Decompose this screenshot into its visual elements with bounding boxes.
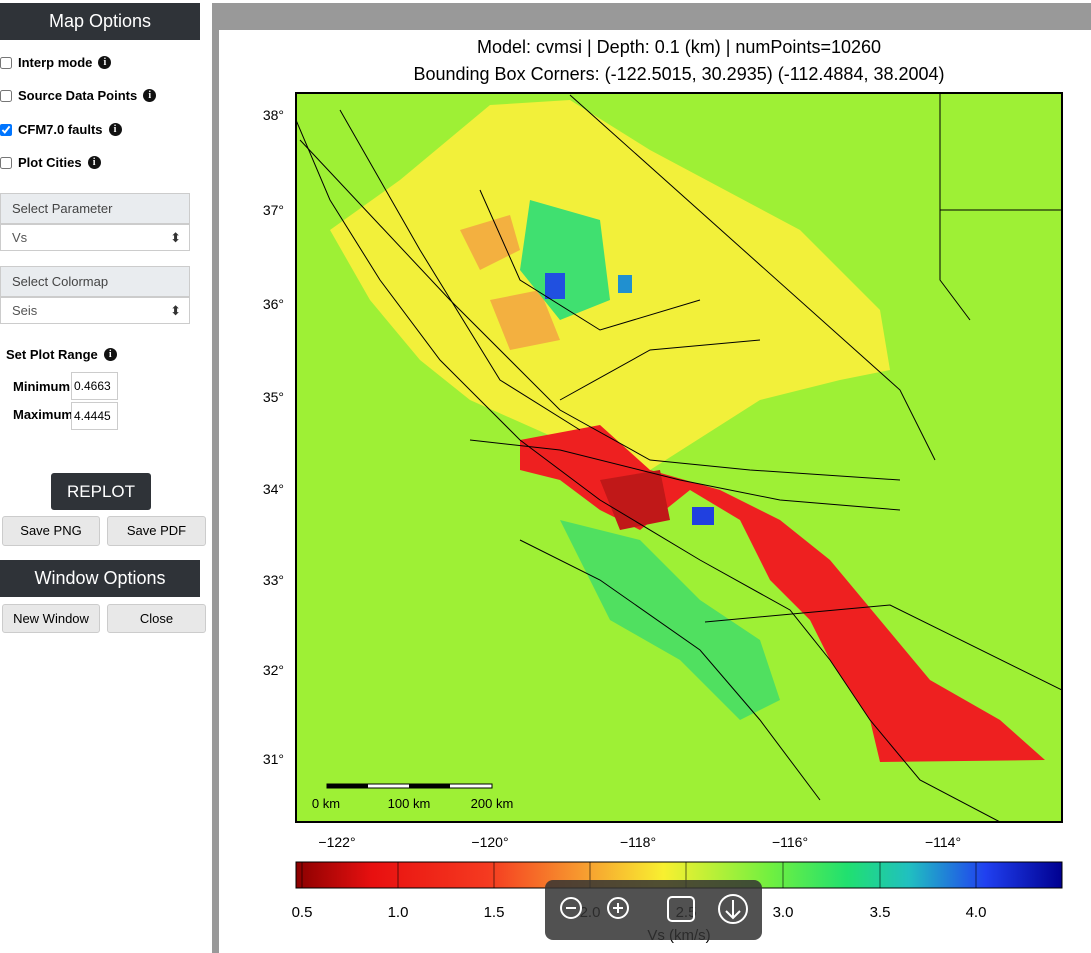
checkbox-row: Interp mode i bbox=[0, 55, 112, 70]
checkbox-row: Source Data Points i bbox=[0, 88, 157, 103]
y-tick-label: 36° bbox=[263, 296, 284, 312]
map-lines bbox=[296, 93, 1062, 822]
colorbar-tick-label: 3.5 bbox=[870, 904, 891, 921]
minimum-label: Minimum bbox=[13, 379, 71, 394]
select-label: Select Parameter bbox=[0, 193, 190, 224]
checkbox-row: CFM7.0 faults i bbox=[0, 122, 122, 137]
checkbox-label: CFM7.0 faults bbox=[18, 122, 103, 137]
y-tick-label: 33° bbox=[263, 572, 284, 588]
select-label: Select Colormap bbox=[0, 266, 190, 297]
checkbox-row: Plot Cities i bbox=[0, 155, 101, 170]
x-tick-label: −122° bbox=[318, 834, 355, 850]
x-tick-label: −114° bbox=[925, 834, 961, 850]
colorbar-tick-label: 0.5 bbox=[292, 904, 313, 921]
map-region bbox=[618, 275, 632, 293]
map-frame bbox=[295, 92, 1063, 823]
x-tick-label: −118° bbox=[620, 834, 656, 850]
y-tick-label: 32° bbox=[263, 662, 284, 678]
colorbar-tick-label: 4.0 bbox=[966, 904, 987, 921]
toolbar bbox=[545, 880, 762, 940]
new-window-button[interactable]: New Window bbox=[2, 604, 100, 633]
scale-label: 100 km bbox=[388, 796, 431, 811]
map-region bbox=[460, 215, 520, 270]
colorbar-tick-label: 1.0 bbox=[388, 904, 409, 921]
info-icon[interactable]: i bbox=[108, 123, 122, 136]
map-region bbox=[490, 290, 560, 350]
map-region bbox=[330, 100, 890, 470]
y-tick-label: 35° bbox=[263, 389, 284, 405]
info-icon[interactable]: i bbox=[103, 348, 117, 361]
replot-button[interactable]: REPLOT bbox=[51, 473, 151, 510]
y-tick-label: 38° bbox=[263, 107, 284, 123]
plot-range-label: Set Plot Range bbox=[6, 347, 98, 362]
minimum-input[interactable]: 0.4663 bbox=[71, 372, 118, 400]
zoom-out[interactable] bbox=[560, 897, 582, 919]
map-region bbox=[560, 520, 780, 720]
checkbox-label: Source Data Points bbox=[18, 88, 138, 103]
map-region bbox=[545, 273, 565, 299]
checkbox[interactable] bbox=[0, 56, 12, 69]
parameter-select[interactable]: Vs bbox=[0, 224, 190, 251]
x-tick-label: −116° bbox=[772, 834, 808, 850]
info-icon[interactable]: i bbox=[143, 89, 157, 102]
y-tick-label: 31° bbox=[263, 751, 284, 767]
maximum-label: Maximum bbox=[13, 407, 72, 422]
maximum-input[interactable]: 4.4445 bbox=[71, 402, 118, 430]
save-png-button[interactable]: Save PNG bbox=[2, 516, 100, 546]
map-region bbox=[520, 200, 610, 320]
zoom-in[interactable] bbox=[607, 897, 629, 919]
map-region bbox=[692, 507, 714, 525]
x-tick-label: −120° bbox=[471, 834, 508, 850]
info-icon[interactable]: i bbox=[87, 156, 101, 169]
y-tick-label: 37° bbox=[263, 202, 284, 218]
checkbox[interactable] bbox=[0, 123, 12, 136]
colorbar-tick-label: 3.0 bbox=[773, 904, 794, 921]
plot-subtitle: Bounding Box Corners: (-122.5015, 30.293… bbox=[413, 64, 944, 84]
scale-bar bbox=[326, 783, 493, 789]
colormap-select[interactable]: Seis bbox=[0, 297, 190, 324]
checkbox-label: Interp mode bbox=[18, 55, 93, 70]
map-options-header: Map Options bbox=[0, 3, 200, 40]
info-icon[interactable]: i bbox=[98, 56, 112, 69]
y-tick-label: 34° bbox=[263, 481, 284, 497]
download[interactable] bbox=[718, 894, 748, 924]
map-region bbox=[600, 470, 670, 530]
checkbox-label: Plot Cities bbox=[18, 155, 82, 170]
plot-title: Model: cvmsi | Depth: 0.1 (km) | numPoin… bbox=[477, 37, 881, 57]
checkbox[interactable] bbox=[0, 89, 12, 102]
save-pdf-button[interactable]: Save PDF bbox=[107, 516, 206, 546]
colorbar-tick-label: 1.5 bbox=[484, 904, 505, 921]
share[interactable] bbox=[667, 896, 695, 922]
scale-label: 200 km bbox=[471, 796, 514, 811]
close-button[interactable]: Close bbox=[107, 604, 206, 633]
map bbox=[296, 93, 1062, 822]
checkbox[interactable] bbox=[0, 156, 12, 169]
window-options-header: Window Options bbox=[0, 560, 200, 597]
scale-label: 0 km bbox=[312, 796, 340, 811]
